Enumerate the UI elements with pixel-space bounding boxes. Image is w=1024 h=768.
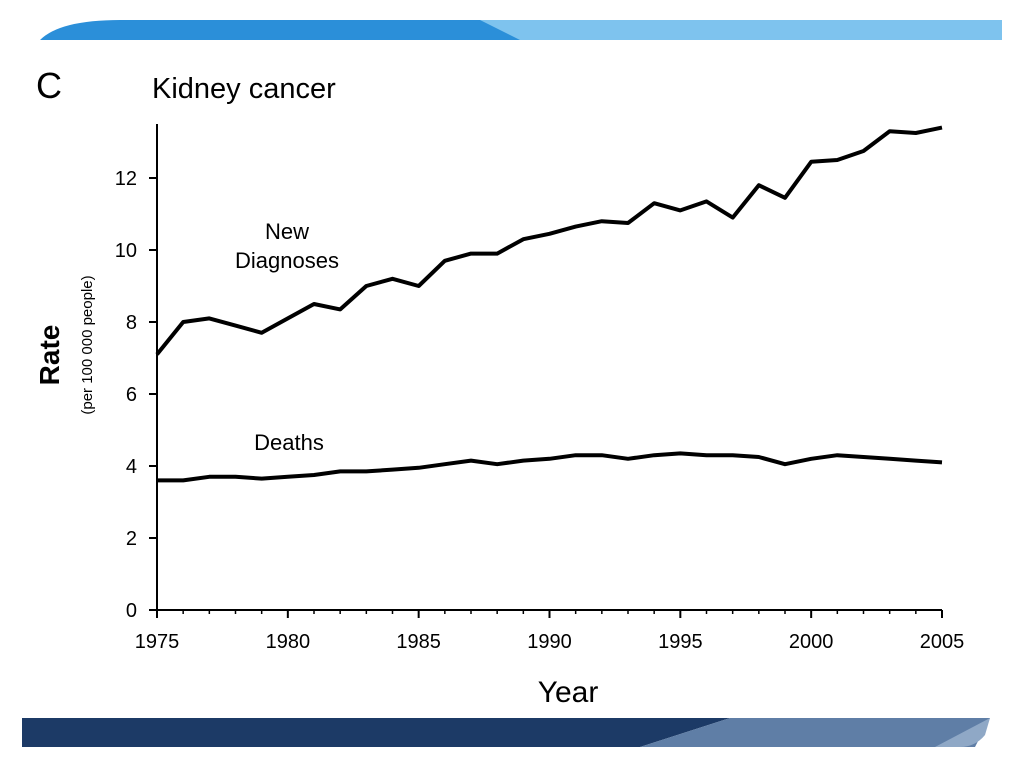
x-tick-label: 1975 — [135, 631, 180, 653]
bottom-banner-light — [935, 718, 990, 747]
y-tick-label: 2 — [126, 528, 137, 550]
bottom-banner — [22, 718, 990, 747]
y-tick-label: 0 — [126, 600, 137, 622]
series-line-new-diagnoses — [155, 125, 943, 356]
top-banner — [40, 20, 1002, 40]
x-tick-label: 2005 — [920, 631, 965, 653]
top-banner-dark — [40, 20, 560, 40]
y-tick-label: 4 — [126, 456, 137, 478]
bottom-banner-mid — [640, 718, 990, 747]
x-tick-label: 1985 — [396, 631, 441, 653]
y-axis-sublabel: (per 100 000 people) — [79, 275, 96, 414]
chart-title: Kidney cancer — [152, 73, 336, 105]
x-tick-label: 1990 — [527, 631, 572, 653]
y-tick-label: 12 — [115, 168, 137, 190]
x-axis-label: Year — [538, 676, 599, 709]
y-tick-label: 8 — [126, 312, 137, 334]
series-line-deaths — [157, 451, 943, 483]
top-banner-light — [480, 20, 1002, 40]
x-tick-label: 2000 — [789, 631, 834, 653]
y-tick-label: 6 — [126, 384, 137, 406]
panel-label: C — [36, 65, 62, 106]
x-tick-label: 1980 — [266, 631, 311, 653]
y-tick-label: 10 — [115, 240, 137, 262]
series-label-deaths: Deaths — [254, 430, 324, 455]
x-tick-label: 1995 — [658, 631, 703, 653]
y-axis-label: Rate — [34, 325, 65, 386]
bottom-banner-dark — [22, 718, 730, 747]
plot-area: 0 2 4 6 8 10 12 1975 1980 1985 1990 1995 2000 2005 New… — [115, 124, 965, 653]
series-label-new-diagnoses: New — [265, 219, 309, 244]
series-label-new-diagnoses: Diagnoses — [235, 248, 339, 273]
